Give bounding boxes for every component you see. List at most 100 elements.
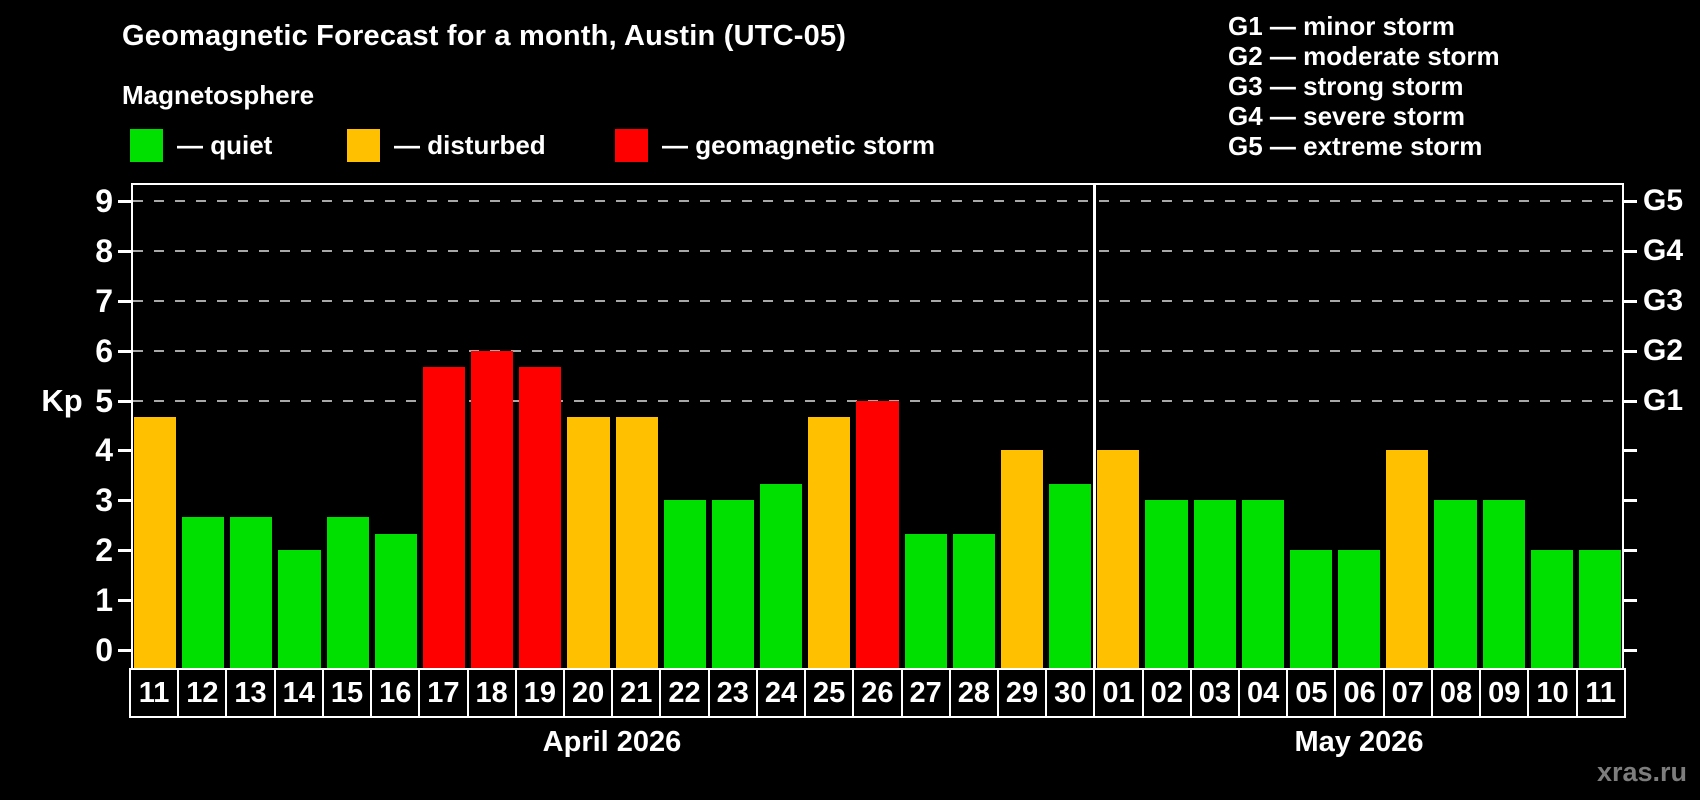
bar-april-24 <box>760 483 803 668</box>
g-tick-9 <box>1624 199 1637 203</box>
date-cell-april-28: 28 <box>951 670 999 716</box>
gridline-kp8 <box>133 249 1622 252</box>
date-cell-may-04: 04 <box>1240 670 1289 716</box>
y-axis-right <box>1622 183 1624 668</box>
plot-area: Kp 0 1 2 3 4 5 6 7 8 9 G1 G2 G3 G4 G5 <box>41 183 1683 668</box>
date-cell-april-26: 26 <box>854 670 903 716</box>
y-tick-7 <box>118 299 131 303</box>
bar-may-03 <box>1193 500 1236 668</box>
g-tick-0 <box>1624 649 1637 652</box>
date-cell-april-24: 24 <box>758 670 807 716</box>
y-tick-label-4: 4 <box>95 432 113 469</box>
g-tick-5 <box>1624 399 1637 403</box>
bar-april-26 <box>856 400 899 668</box>
bar-april-13 <box>230 516 273 668</box>
date-cell-may-05: 05 <box>1288 670 1337 716</box>
date-cell-may-10: 10 <box>1529 670 1578 716</box>
bar-may-05 <box>1289 550 1333 668</box>
bar-april-19 <box>519 367 562 668</box>
bar-april-25 <box>808 416 851 668</box>
disturbed-color-swatch <box>347 129 380 162</box>
g-tick-1 <box>1624 599 1637 603</box>
y-tick-6 <box>118 349 131 353</box>
y-tick-label-6: 6 <box>95 332 113 369</box>
gridline-kp6 <box>133 349 1622 352</box>
bar-may-02 <box>1145 500 1188 668</box>
bar-may-04 <box>1241 500 1284 668</box>
y-tick-4 <box>118 449 131 453</box>
bar-april-18 <box>471 350 514 668</box>
y-tick-label-7: 7 <box>95 282 113 319</box>
legend-label-storm: — geomagnetic storm <box>662 130 936 160</box>
y-tick-label-1: 1 <box>95 582 113 619</box>
y-tick-9 <box>118 199 131 203</box>
gridline-kp9 <box>133 199 1622 202</box>
date-cell-april-19: 19 <box>517 670 565 716</box>
kp-axis-label: Kp <box>41 383 83 418</box>
g-scale-legend: G1 — minor storm G2 — moderate storm G3 … <box>1228 11 1500 161</box>
date-cell-may-07: 07 <box>1385 670 1433 716</box>
date-cell-april-13: 13 <box>227 670 276 716</box>
date-cell-may-11: 11 <box>1585 676 1616 709</box>
gridline-kp7 <box>133 299 1622 302</box>
y-tick-label-8: 8 <box>95 232 113 269</box>
g-tick-7 <box>1624 299 1637 303</box>
date-cell-may-09: 09 <box>1481 670 1530 716</box>
g-label-G4: G4 <box>1643 233 1684 267</box>
bar-april-22 <box>663 500 706 668</box>
bar-april-23 <box>711 500 755 668</box>
g-tick-3 <box>1624 499 1637 503</box>
y-tick-label-2: 2 <box>95 532 113 569</box>
plot-top-border <box>131 183 1624 185</box>
date-cell-april-20: 20 <box>565 670 614 716</box>
g-legend-line-g3: G3 — strong storm <box>1228 71 1464 101</box>
date-cell-april-18: 18 <box>469 670 517 716</box>
y-tick-2 <box>118 549 131 553</box>
g-tick-2 <box>1624 549 1637 553</box>
date-cell-april-14: 14 <box>276 670 324 716</box>
date-cell-april-16: 16 <box>372 670 421 716</box>
date-cell-april-12: 12 <box>179 670 228 716</box>
bar-april-21 <box>615 416 658 668</box>
bar-may-09 <box>1482 500 1525 668</box>
date-cell-may-01: 01 <box>1095 670 1144 716</box>
date-cell-april-27: 27 <box>903 670 951 716</box>
bar-may-07 <box>1386 450 1429 668</box>
date-cell-april-25: 25 <box>806 670 855 716</box>
page-title: Geomagnetic Forecast for a month, Austin… <box>122 20 847 52</box>
bar-april-17 <box>422 367 466 668</box>
magnetosphere-label: Magnetosphere <box>122 80 315 110</box>
bar-april-14 <box>278 550 321 668</box>
date-cell-april-21: 21 <box>613 670 662 716</box>
y-tick-5 <box>118 399 131 403</box>
storm-color-swatch <box>615 129 648 162</box>
month-label-may: May 2026 <box>1294 726 1424 758</box>
date-cell-april-11: 11 <box>131 670 180 716</box>
bar-may-08 <box>1434 500 1477 668</box>
bar-april-15 <box>326 516 369 668</box>
month-label-april: April 2026 <box>542 726 682 758</box>
y-tick-3 <box>118 499 131 503</box>
date-cell-april-17: 17 <box>420 670 469 716</box>
g-tick-6 <box>1624 349 1637 353</box>
y-tick-1 <box>118 599 131 603</box>
date-cell-april-22: 22 <box>661 670 710 716</box>
g-tick-4 <box>1624 449 1637 453</box>
g-label-G3: G3 <box>1643 283 1684 317</box>
g-legend-line-g4: G4 — severe storm <box>1228 101 1466 131</box>
bar-may-10 <box>1530 550 1573 668</box>
bar-april-27 <box>904 533 947 668</box>
date-cell-april-15: 15 <box>324 670 373 716</box>
date-cell-april-30: 30 <box>1047 670 1096 716</box>
legend-label-disturbed: — disturbed <box>394 130 546 160</box>
y-tick-label-3: 3 <box>95 482 113 519</box>
g-legend-line-g5: G5 — extreme storm <box>1228 131 1483 161</box>
bar-may-01 <box>1097 450 1140 668</box>
y-tick-label-0: 0 <box>95 632 113 668</box>
date-axis: 11 12 13 14 15 16 17 18 19 20 21 22 23 24 25 26 27 28 29 30… <box>129 668 1626 718</box>
legend-item-storm: — geomagnetic storm <box>615 129 935 162</box>
y-tick-label-9: 9 <box>95 182 113 219</box>
legend-item-disturbed: — disturbed <box>347 129 546 162</box>
y-tick-0 <box>118 649 131 652</box>
